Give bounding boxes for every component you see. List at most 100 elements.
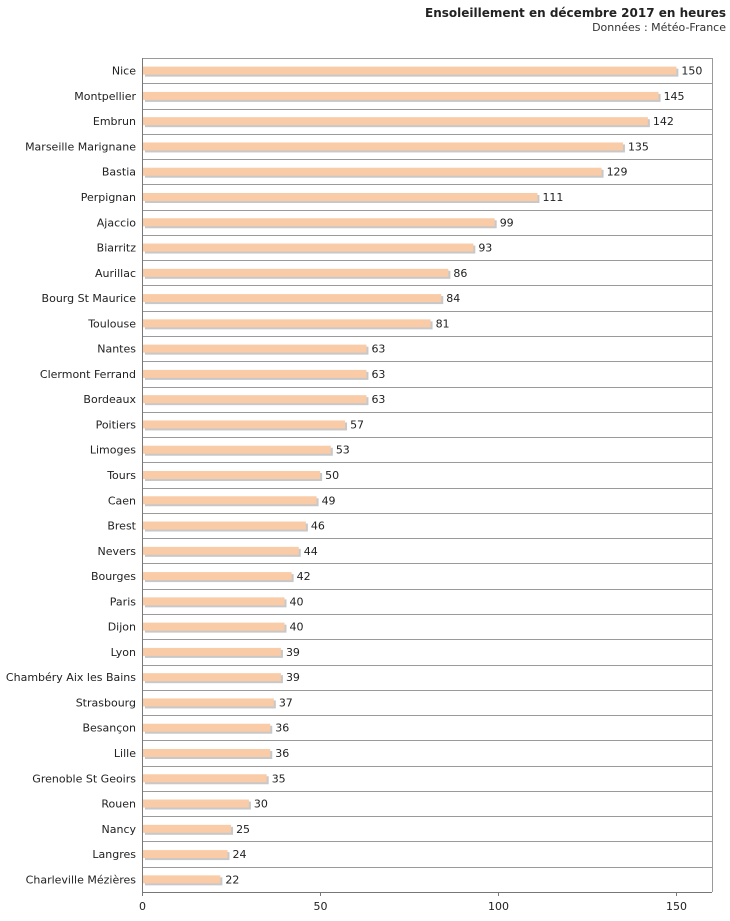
category-label: Grenoble St Geoirs <box>32 772 136 785</box>
category-label: Besançon <box>82 722 136 735</box>
bar <box>143 66 677 75</box>
category-label: Clermont Ferrand <box>40 368 136 381</box>
value-label: 37 <box>279 696 293 709</box>
bar <box>143 142 623 151</box>
bar <box>143 167 602 176</box>
bar <box>143 521 306 530</box>
category-label: Langres <box>92 848 136 861</box>
value-label: 63 <box>371 393 385 406</box>
bar <box>143 420 346 429</box>
bar <box>143 471 321 479</box>
value-label: 40 <box>290 595 304 608</box>
value-label: 57 <box>350 418 364 431</box>
chart-title: Ensoleillement en décembre 2017 en heure… <box>425 6 726 20</box>
bar <box>143 875 221 884</box>
bar <box>143 496 317 505</box>
value-label: 84 <box>446 292 460 305</box>
value-label: 35 <box>272 772 286 785</box>
bar <box>143 673 281 682</box>
bar <box>143 294 442 303</box>
category-label: Nantes <box>97 343 136 356</box>
category-label: Tours <box>106 469 136 482</box>
bar <box>143 749 271 757</box>
value-label: 40 <box>290 621 304 634</box>
chart-subtitle: Données : Météo-France <box>592 21 726 34</box>
bar <box>143 218 495 227</box>
bar <box>143 850 228 859</box>
category-label: Montpellier <box>74 90 136 103</box>
value-label: 36 <box>275 722 289 735</box>
value-label: 135 <box>628 140 649 153</box>
category-label: Toulouse <box>87 317 136 330</box>
bar <box>143 546 299 555</box>
x-tick-label: 150 <box>666 900 687 913</box>
category-label: Biarritz <box>97 242 137 255</box>
bar <box>143 622 285 631</box>
value-label: 25 <box>236 823 250 836</box>
bar <box>143 723 271 732</box>
value-label: 42 <box>297 570 311 583</box>
value-label: 46 <box>311 520 325 533</box>
value-label: 49 <box>322 494 336 507</box>
value-label: 99 <box>500 216 514 229</box>
category-label: Nevers <box>97 545 136 558</box>
category-label: Caen <box>108 494 136 507</box>
bar <box>143 395 367 404</box>
bar <box>143 597 285 606</box>
category-label: Charleville Mézières <box>26 873 137 886</box>
category-label: Strasbourg <box>76 696 136 709</box>
bar <box>143 344 367 353</box>
bar <box>143 445 331 454</box>
category-label: Bourg St Maurice <box>42 292 137 305</box>
value-label: 142 <box>653 115 674 128</box>
category-label: Lille <box>114 747 136 760</box>
bar <box>143 243 474 252</box>
bar <box>143 369 367 378</box>
value-label: 36 <box>275 747 289 760</box>
value-label: 39 <box>286 646 300 659</box>
category-label: Bastia <box>102 166 136 179</box>
value-label: 111 <box>542 191 563 204</box>
value-label: 150 <box>681 65 702 78</box>
bar <box>143 774 267 783</box>
category-label: Nice <box>112 65 136 78</box>
bar <box>143 117 648 126</box>
x-tick-label: 50 <box>314 900 328 913</box>
value-label: 22 <box>225 873 239 886</box>
category-label: Marseille Marignane <box>25 140 136 153</box>
value-label: 30 <box>254 798 268 811</box>
bar <box>143 193 538 201</box>
bar <box>143 698 274 707</box>
category-label: Aurillac <box>95 267 136 280</box>
category-label: Ajaccio <box>97 216 136 229</box>
category-label: Poitiers <box>96 418 137 431</box>
value-label: 81 <box>436 317 450 330</box>
x-tick-label: 0 <box>139 900 146 913</box>
value-label: 50 <box>325 469 339 482</box>
bar <box>143 319 431 328</box>
value-label: 63 <box>371 343 385 356</box>
category-label: Perpignan <box>81 191 136 204</box>
category-label: Paris <box>110 595 136 608</box>
value-label: 39 <box>286 671 300 684</box>
bar <box>143 268 449 277</box>
chart-title-block: Ensoleillement en décembre 2017 en heure… <box>425 6 726 35</box>
category-label: Brest <box>107 520 136 533</box>
category-label: Lyon <box>111 646 136 659</box>
bar <box>143 824 232 833</box>
bar <box>143 572 292 581</box>
value-label: 129 <box>607 166 628 179</box>
value-label: 86 <box>453 267 467 280</box>
category-label: Bourges <box>91 570 136 583</box>
bar <box>143 799 249 808</box>
value-label: 53 <box>336 444 350 457</box>
category-label: Embrun <box>93 115 136 128</box>
x-tick-label: 100 <box>488 900 509 913</box>
category-label: Bordeaux <box>83 393 136 406</box>
bar <box>143 91 659 100</box>
bar <box>143 647 281 656</box>
value-label: 63 <box>371 368 385 381</box>
category-label: Dijon <box>108 621 136 634</box>
value-label: 24 <box>233 848 247 861</box>
